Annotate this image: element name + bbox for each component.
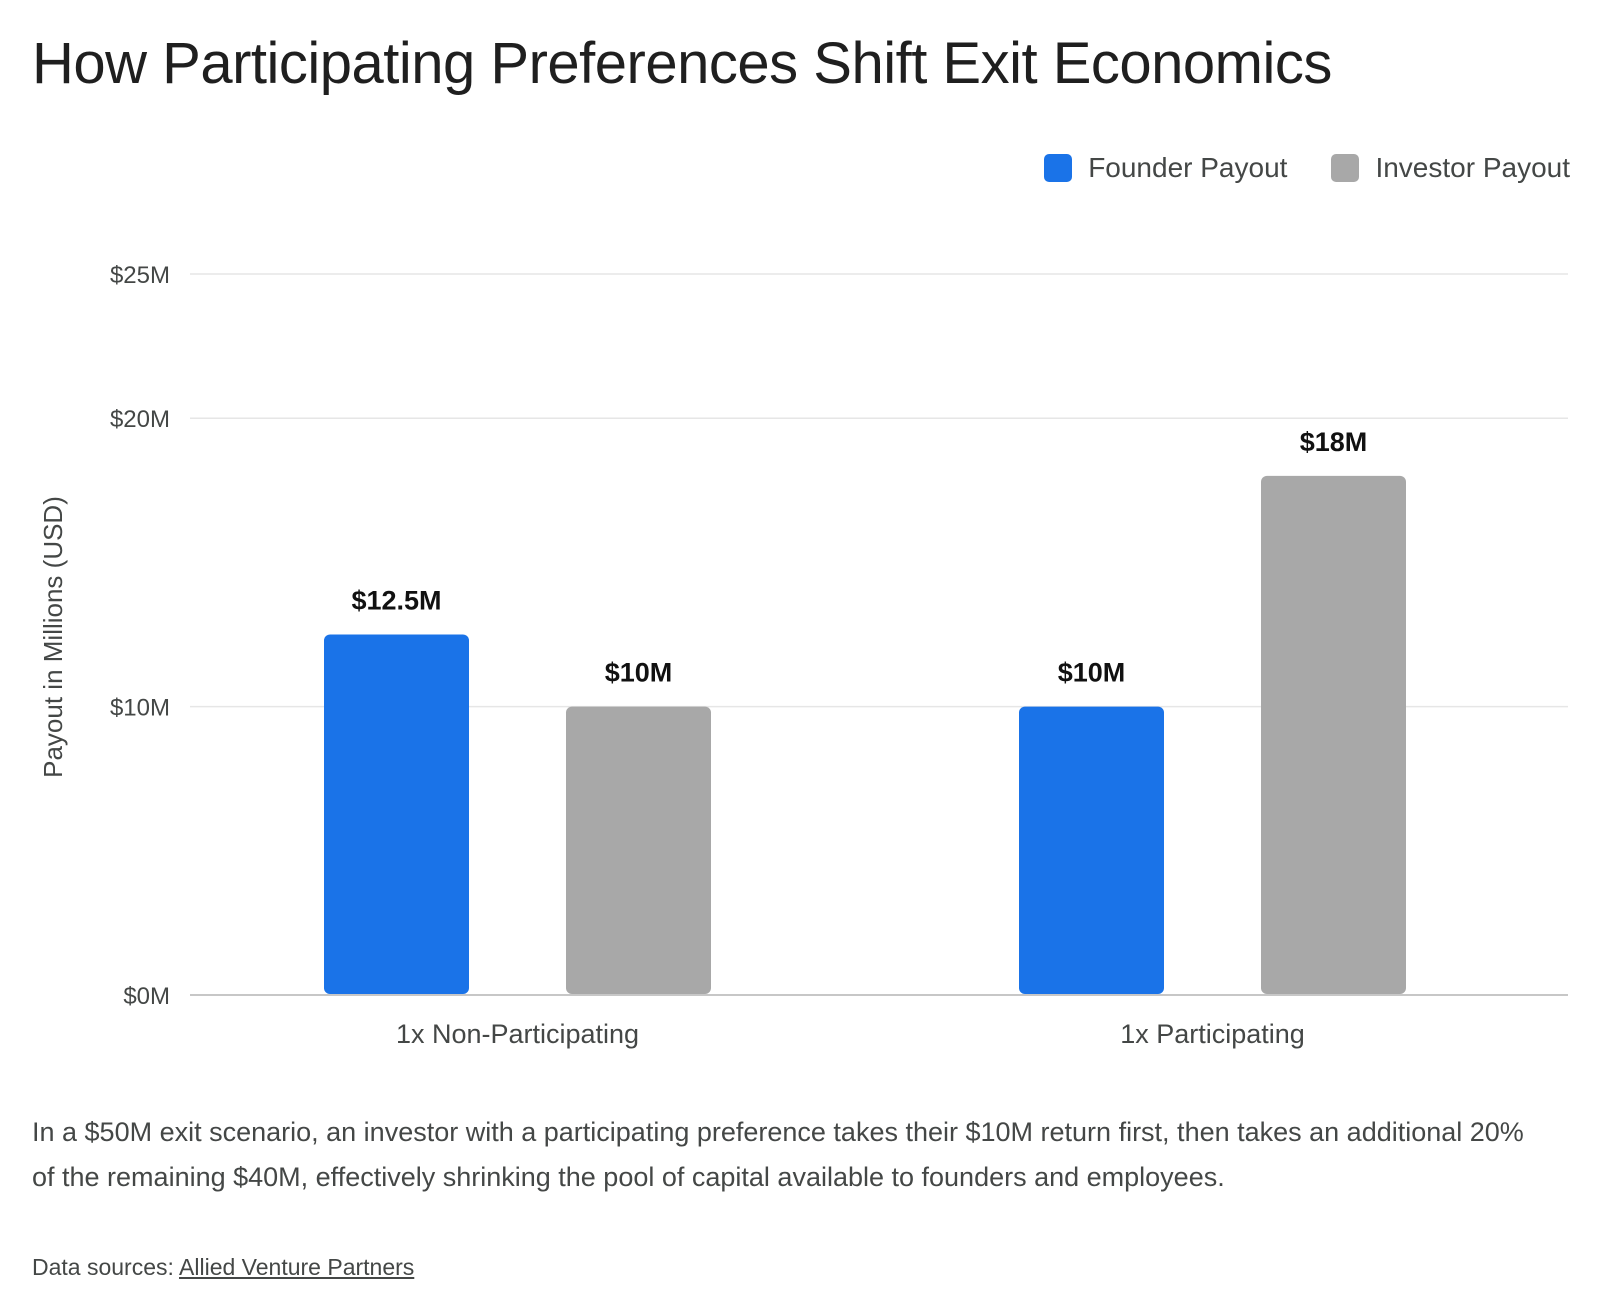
category-labels: 1x Non-Participating 1x Participating <box>396 1019 1305 1049</box>
legend-item-investor[interactable]: Investor Payout <box>1331 152 1570 184</box>
bar-founder <box>1019 706 1164 994</box>
y-tick-label: $25M <box>110 262 170 289</box>
bar-investor <box>1261 475 1406 994</box>
data-label: $18M <box>1300 427 1368 457</box>
bar-chart: $0M $10M $20M $25M Payout in Millions (USD)… <box>38 262 1568 1049</box>
bars <box>324 475 1406 994</box>
legend-swatch-investor <box>1331 154 1360 182</box>
y-tick-label: $20M <box>110 406 170 433</box>
data-label: $10M <box>605 658 673 688</box>
bar-founder <box>324 634 469 994</box>
bar-investor <box>566 706 711 994</box>
legend-label-founder: Founder Payout <box>1088 152 1288 183</box>
data-label: $10M <box>1058 658 1126 688</box>
legend: Founder Payout Investor Payout <box>1044 152 1570 184</box>
legend-label-investor: Investor Payout <box>1375 152 1570 183</box>
category-label: 1x Participating <box>1120 1019 1305 1049</box>
legend-swatch-founder <box>1044 154 1073 182</box>
data-labels: $12.5M $10M $10M $18M <box>351 427 1367 688</box>
y-axis-ticks: $0M $10M $20M $25M <box>110 262 170 1010</box>
data-label: $12.5M <box>351 586 441 616</box>
chart-title: How Participating Preferences Shift Exit… <box>32 31 1332 96</box>
legend-item-founder[interactable]: Founder Payout <box>1044 152 1287 184</box>
y-tick-label: $0M <box>123 983 170 1010</box>
sources-prefix: Data sources: <box>32 1254 180 1280</box>
data-sources: Data sources: Allied Venture Partners <box>32 1254 414 1281</box>
y-axis-title: Payout in Millions (USD) <box>38 496 68 778</box>
category-label: 1x Non-Participating <box>396 1019 639 1049</box>
y-tick-label: $10M <box>110 695 170 722</box>
chart-caption: In a $50M exit scenario, an investor wit… <box>32 1117 1524 1192</box>
sources-link[interactable]: Allied Venture Partners <box>179 1254 415 1280</box>
